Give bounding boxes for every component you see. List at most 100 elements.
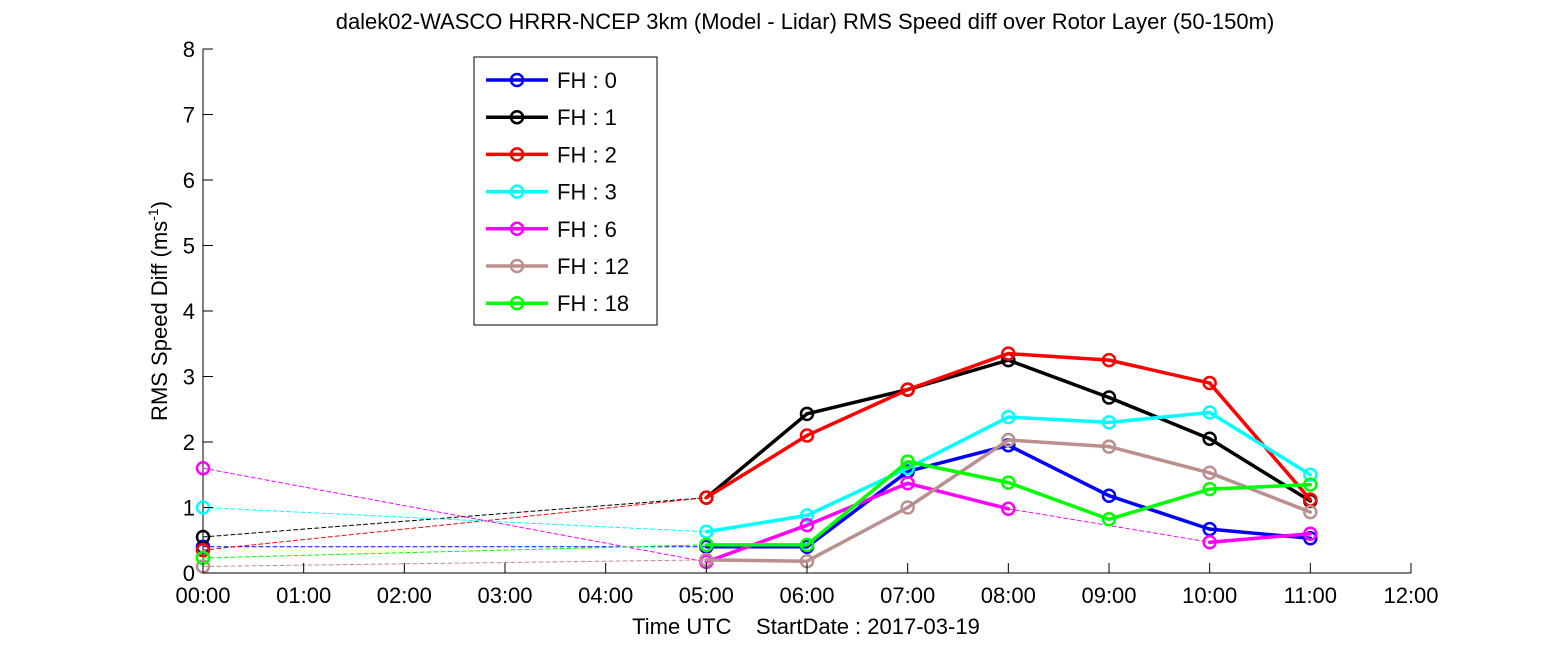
- data-point: [1101, 488, 1117, 503]
- legend-label: FH : 3: [557, 180, 617, 205]
- y-axis-label: RMS Speed Diff (ms-1): [145, 201, 172, 421]
- y-tick-label: 3: [183, 365, 195, 390]
- series-line-segment: [1006, 443, 1111, 498]
- series-line-segment: [704, 558, 809, 563]
- series-line-segment: [1107, 487, 1212, 522]
- series-line-segment: [704, 412, 809, 500]
- legend-swatch-marker: [509, 109, 525, 125]
- series-line-segment: [1006, 438, 1111, 449]
- legend-swatch-marker: [509, 295, 525, 311]
- series-line-segment: [805, 387, 910, 416]
- series-line-segment: [1107, 444, 1212, 475]
- data-point: [900, 454, 915, 469]
- data-point: [699, 490, 714, 505]
- series-line-segment: [1107, 410, 1212, 425]
- data-point: [1202, 405, 1217, 420]
- x-tick-label: 10:00: [1182, 583, 1237, 608]
- data-point: [1001, 409, 1016, 425]
- legend-label: FH : 18: [557, 291, 629, 316]
- legend-item: FH : 3: [486, 180, 617, 205]
- y-tick-label: 6: [183, 168, 195, 193]
- series-line-segment: [704, 513, 809, 534]
- y-tick-label: 5: [183, 234, 195, 259]
- legend-label: FH : 1: [557, 105, 617, 130]
- plot-axes: [202, 49, 1411, 574]
- series-line-segment: [1107, 493, 1212, 531]
- data-point: [1001, 432, 1016, 448]
- series-3: [195, 405, 1318, 539]
- data-point: [1101, 439, 1117, 454]
- y-tick-label: 2: [183, 430, 195, 455]
- data-point: [1202, 375, 1217, 391]
- chart-title: dalek02-WASCO HRRR-NCEP 3km (Model - Lid…: [336, 9, 1275, 34]
- data-point: [799, 406, 815, 422]
- y-tick-label: 1: [183, 496, 195, 521]
- data-point: [1001, 475, 1016, 490]
- series-line-segment: [1207, 381, 1313, 502]
- x-tick-label: 09:00: [1081, 583, 1136, 608]
- series-line-segment: [1207, 531, 1313, 544]
- legend-swatch-marker: [509, 221, 525, 237]
- data-point: [900, 476, 915, 491]
- series-5: [195, 432, 1318, 574]
- y-axis-label-superscript: -1: [145, 208, 161, 221]
- data-point: [1202, 465, 1217, 481]
- series-line-segment: [1006, 351, 1111, 362]
- data-point: [799, 517, 815, 533]
- data-point: [900, 500, 915, 515]
- data-point: [1101, 415, 1117, 430]
- x-tick-label: 11:00: [1284, 583, 1337, 608]
- legend-label: FH : 12: [557, 254, 629, 279]
- data-point: [1001, 501, 1016, 517]
- series-line-segment: [1006, 358, 1111, 400]
- x-tick-label: 01:00: [276, 583, 331, 608]
- series-line-segment: [1207, 471, 1313, 514]
- data-point: [900, 382, 915, 397]
- x-tick-label: 08:00: [981, 583, 1036, 608]
- series-gap-segment: [202, 559, 707, 567]
- series-line-segment: [905, 459, 1011, 485]
- data-point: [1303, 467, 1318, 482]
- data-point: [1101, 352, 1117, 368]
- series-line-segment: [805, 505, 910, 563]
- data-point: [195, 460, 211, 476]
- legend-item: FH : 0: [486, 68, 617, 93]
- legend-swatch-marker: [509, 258, 525, 274]
- legend: FH : 0 FH : 1 FH : 2 FH : 3 FH : 6 FH : 12 FH …: [473, 56, 658, 326]
- legend-item: FH : 1: [486, 105, 617, 130]
- x-tick-label: 07:00: [880, 583, 935, 608]
- data-point: [1303, 477, 1318, 492]
- series-line-segment: [805, 459, 910, 547]
- series-line-segment: [1107, 358, 1212, 385]
- series-gap-segment: [202, 497, 707, 538]
- data-point: [195, 542, 211, 558]
- series-line-segment: [905, 481, 1011, 511]
- series-1: [195, 352, 1318, 545]
- legend-item: FH : 6: [486, 217, 617, 242]
- legend-item: FH : 18: [486, 291, 629, 316]
- y-tick-label: 7: [183, 103, 195, 128]
- y-tick-label: 4: [183, 299, 195, 324]
- legend-swatch-marker: [509, 184, 525, 199]
- data-point: [1303, 526, 1318, 541]
- legend-label: FH : 6: [557, 217, 617, 242]
- data-point: [1303, 504, 1318, 520]
- legend-swatch-marker: [509, 147, 525, 162]
- series-layer: [195, 346, 1318, 574]
- x-tick-label: 12:00: [1383, 583, 1438, 608]
- data-point: [1202, 431, 1217, 446]
- series-line-segment: [1207, 436, 1313, 503]
- legend-swatch-marker: [509, 72, 525, 88]
- data-point: [799, 537, 815, 553]
- x-tick-label: 06:00: [779, 583, 834, 608]
- series-line-segment: [704, 433, 809, 500]
- data-point: [699, 537, 714, 553]
- series-gap-segment: [202, 544, 707, 559]
- series-line-segment: [1006, 415, 1111, 425]
- x-tick-label: 05:00: [679, 583, 734, 608]
- y-axis-label-close: ): [147, 201, 172, 208]
- series-gap-segment: [202, 467, 707, 563]
- tick-labels: 00:00 01:00 02:00 03:00 04:00 05:00 06:00 07:00…: [175, 37, 1438, 608]
- series-line-segment: [805, 469, 910, 549]
